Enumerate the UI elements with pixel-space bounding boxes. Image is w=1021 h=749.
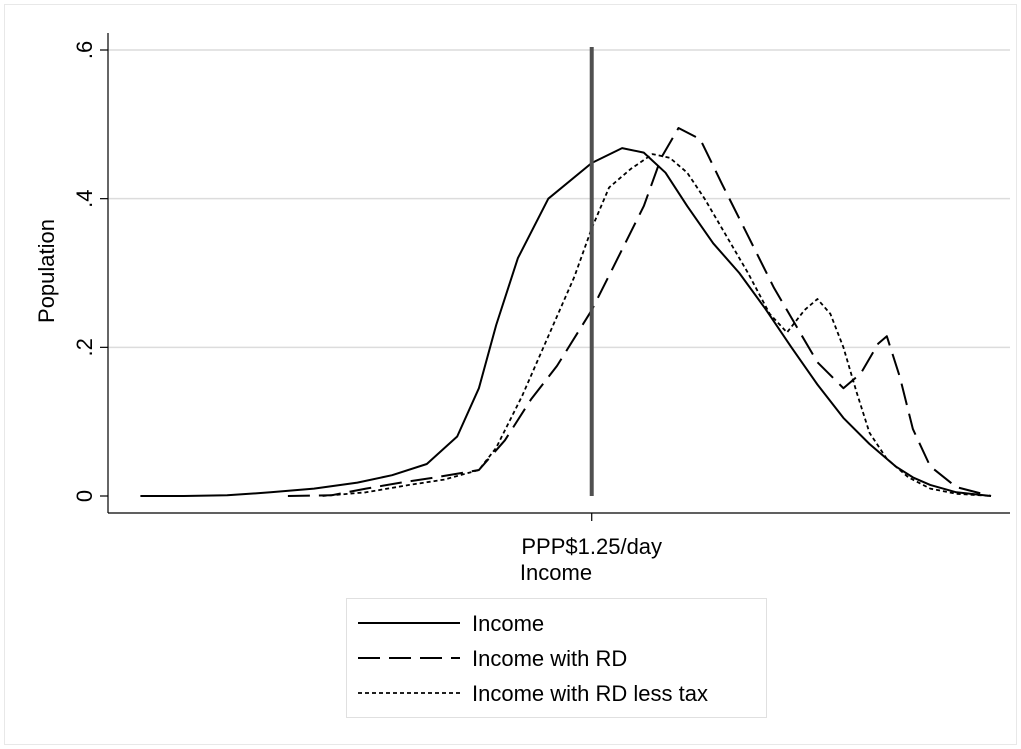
- legend-label-1: Income: [472, 611, 544, 636]
- x-axis-title: Income: [520, 560, 592, 585]
- grid-lines: [108, 49, 1010, 349]
- x-tick-label: PPP$1.25/day: [521, 534, 662, 559]
- series-line-1: [140, 147, 992, 497]
- legend-label-2: Income with RD: [472, 646, 627, 671]
- axes: [100, 33, 1010, 521]
- x-tick-labels: PPP$1.25/day: [521, 534, 662, 559]
- legend: Income Income with RD Income with RD less …: [346, 598, 767, 718]
- series-line-3: [322, 153, 992, 497]
- y-tick-label: 0: [72, 490, 97, 502]
- series-lines: [140, 127, 992, 497]
- y-tick-label: .4: [72, 189, 97, 207]
- y-tick-label: .6: [72, 41, 97, 59]
- legend-box: [346, 598, 767, 718]
- y-tick-labels: 0 .2 .4 .6: [72, 41, 97, 502]
- y-tick-label: .2: [72, 338, 97, 356]
- legend-label-3: Income with RD less tax: [472, 681, 708, 706]
- y-axis-title: Population: [34, 219, 59, 323]
